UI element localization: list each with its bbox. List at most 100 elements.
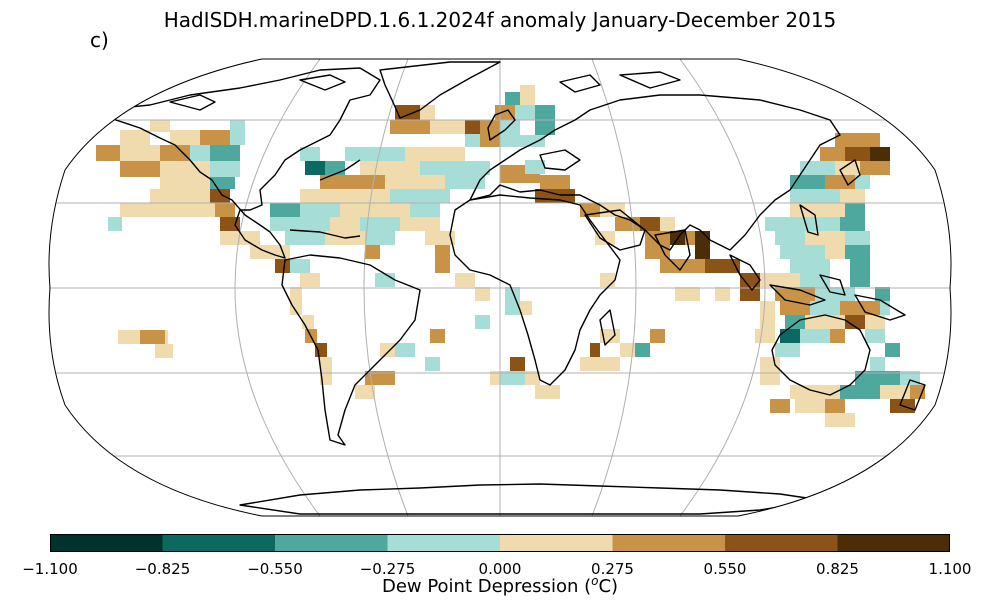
- colorbar-label: Dew Point Depression (oC): [0, 574, 1000, 597]
- grid-cell: [215, 203, 235, 217]
- grid-cell: [305, 161, 325, 175]
- grid-cell: [835, 133, 880, 147]
- panel-label: c): [90, 28, 109, 52]
- colorbar-swatch: [275, 534, 388, 552]
- grid-cell: [825, 175, 855, 189]
- grid-cell: [475, 287, 490, 301]
- colorbar-tick-label: 1.100: [928, 560, 972, 578]
- grid-cell: [160, 177, 210, 189]
- grid-cell: [865, 329, 885, 343]
- grid-cell: [790, 259, 830, 273]
- grid-cell: [825, 245, 845, 259]
- grid-cell: [395, 343, 415, 357]
- coastlines: [99, 61, 926, 515]
- grid-cell: [840, 189, 865, 203]
- grid-cell: [785, 315, 805, 329]
- grid-cell: [640, 217, 660, 231]
- grid-cell: [810, 301, 840, 315]
- grid-cell: [395, 105, 420, 120]
- grid-cell: [505, 92, 520, 105]
- grid-cell: [845, 203, 865, 217]
- grid-cell: [520, 301, 532, 315]
- grid-cell: [780, 329, 800, 343]
- colorbar-swatch: [500, 534, 613, 552]
- grid-cell: [365, 231, 395, 245]
- grid-cell: [860, 161, 890, 175]
- grid-cell: [535, 189, 575, 203]
- grid-cell: [840, 385, 880, 399]
- grid-cell: [365, 371, 395, 385]
- grid-cell: [210, 145, 240, 161]
- grid-cell: [430, 120, 470, 134]
- grid-cell: [695, 231, 710, 259]
- colorbar-tick-label: −0.825: [134, 560, 191, 578]
- grid-cell: [715, 287, 730, 301]
- grid-cell: [505, 287, 520, 315]
- colorbar-swatch: [387, 534, 500, 552]
- colorbar-tick-label: −0.275: [359, 560, 416, 578]
- grid-cell: [410, 203, 440, 217]
- grid-cell: [830, 329, 845, 343]
- grid-cell: [500, 120, 520, 147]
- colorbar-swatch: [725, 534, 838, 552]
- grid-cell: [775, 287, 815, 301]
- colorbar-tick-label: 0.275: [591, 560, 634, 578]
- colorbar-tick-label: −1.100: [22, 560, 78, 578]
- colorbar-swatch: [837, 534, 950, 552]
- grid-cell: [220, 217, 240, 231]
- grid-cell: [865, 315, 885, 329]
- grid-cell: [155, 344, 173, 358]
- grid-cell: [160, 145, 190, 161]
- colorbar-tick-label: 0.825: [816, 560, 859, 578]
- grid-cell: [510, 357, 525, 371]
- grid-cell: [285, 231, 325, 245]
- globe-outline: [48, 58, 952, 517]
- grid-cell: [320, 175, 360, 189]
- grid-cell: [325, 161, 345, 175]
- grid-cell: [140, 330, 165, 344]
- grid-cell: [580, 357, 620, 371]
- grid-cell: [425, 231, 455, 245]
- grid-cell: [535, 385, 560, 399]
- grid-cell: [815, 287, 855, 301]
- grid-cell: [365, 245, 380, 259]
- grid-cell: [855, 175, 870, 189]
- grid-cell: [870, 357, 885, 371]
- grid-cell: [445, 175, 485, 189]
- grid-cell: [515, 105, 535, 120]
- grid-cell: [405, 147, 465, 161]
- grid-cell: [220, 231, 260, 245]
- grid-cell: [170, 130, 200, 145]
- grid-cell: [760, 301, 775, 329]
- colorbar-label-sup: o: [591, 574, 599, 588]
- grid-cell: [210, 189, 230, 203]
- grid-cell: [270, 217, 330, 231]
- grid-cell: [120, 130, 150, 145]
- grid-cell: [840, 217, 865, 231]
- grid-cell: [390, 189, 450, 203]
- grid-cell: [855, 371, 900, 385]
- grid-cell: [820, 147, 845, 161]
- grid-cell: [845, 315, 865, 329]
- grid-cell: [465, 134, 480, 147]
- grid-cell: [370, 203, 410, 217]
- grid-cell: [755, 329, 775, 343]
- grid-cell: [355, 385, 375, 399]
- grid-cell: [290, 259, 310, 273]
- grid-cell: [270, 203, 300, 217]
- grid-cell: [190, 145, 210, 161]
- grid-cell: [360, 175, 385, 189]
- graticule: [49, 59, 951, 516]
- grid-cell: [775, 343, 800, 357]
- grid-cell: [160, 161, 210, 177]
- anomaly-grid: [96, 85, 925, 427]
- grid-cell: [760, 357, 780, 385]
- colorbar-tick-label: −0.550: [247, 560, 303, 578]
- grid-cell: [845, 147, 870, 161]
- grid-cell: [360, 161, 420, 175]
- grid-cell: [800, 329, 830, 343]
- grid-cell: [845, 231, 870, 245]
- grid-cell: [760, 273, 800, 287]
- grid-cell: [420, 161, 490, 175]
- grid-cell: [825, 413, 855, 427]
